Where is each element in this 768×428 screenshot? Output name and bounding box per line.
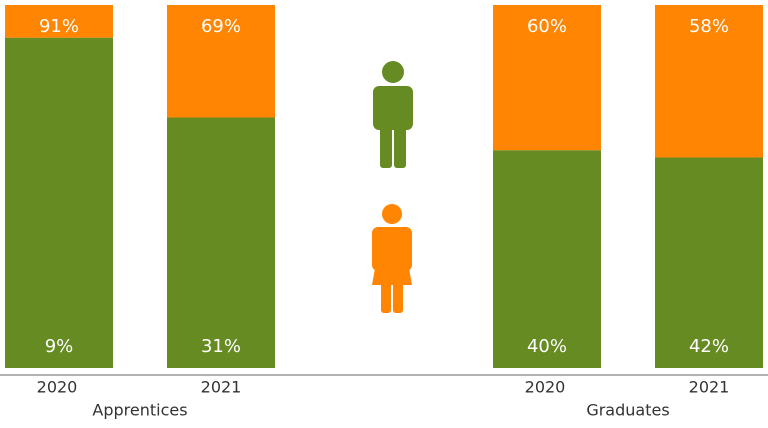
bar-segment <box>167 117 275 368</box>
x-tick-label: 2021 <box>201 378 242 397</box>
x-tick-label: 2020 <box>37 378 78 397</box>
bar-segment <box>493 5 601 151</box>
bar-segment <box>655 5 763 158</box>
value-label: 91% <box>39 16 79 37</box>
value-label: 31% <box>201 336 241 357</box>
x-tick-label: 2021 <box>689 378 730 397</box>
value-label: 69% <box>201 16 241 37</box>
female-icon <box>372 204 412 313</box>
bar-segment <box>655 157 763 368</box>
bar-segment <box>5 5 113 38</box>
value-label: 40% <box>527 336 567 357</box>
bar-segment <box>493 150 601 368</box>
bar-segment <box>5 37 113 369</box>
value-label: 60% <box>527 16 567 37</box>
x-tick-label: 2020 <box>525 378 566 397</box>
bar-segment <box>167 5 275 118</box>
value-label: 58% <box>689 16 729 37</box>
group-label: Graduates <box>586 401 669 420</box>
value-label: 42% <box>689 336 729 357</box>
value-label: 9% <box>45 336 74 357</box>
male-icon <box>373 61 413 168</box>
group-label: Apprentices <box>92 401 187 420</box>
